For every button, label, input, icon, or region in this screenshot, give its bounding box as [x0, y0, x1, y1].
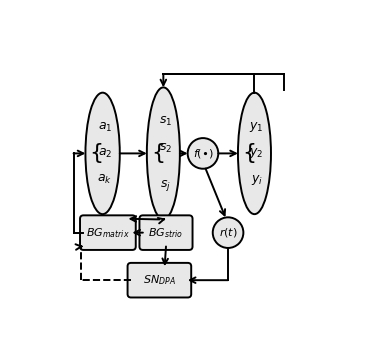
Text: $a_k$: $a_k$	[97, 173, 112, 186]
Text: $\{$: $\{$	[242, 141, 255, 165]
Text: $y_1$: $y_1$	[249, 120, 264, 134]
Text: $s_j$: $s_j$	[160, 178, 171, 193]
Text: $SN_{DPA}$: $SN_{DPA}$	[143, 273, 176, 287]
Circle shape	[213, 217, 243, 248]
Text: $BG_{strio}$: $BG_{strio}$	[149, 226, 184, 239]
Ellipse shape	[147, 87, 180, 220]
Text: $\{$: $\{$	[151, 141, 164, 165]
Text: $\{$: $\{$	[89, 141, 103, 165]
Text: $s_2$: $s_2$	[159, 142, 172, 155]
Text: $a_2$: $a_2$	[98, 147, 112, 160]
Text: $f(\bullet)$: $f(\bullet)$	[193, 147, 213, 160]
Ellipse shape	[85, 93, 120, 214]
Ellipse shape	[238, 93, 271, 214]
Text: $y_2$: $y_2$	[249, 146, 264, 161]
Text: $a_1$: $a_1$	[98, 120, 112, 133]
Text: $r(t)$: $r(t)$	[219, 226, 237, 239]
Circle shape	[187, 138, 218, 169]
Text: $s_1$: $s_1$	[159, 115, 172, 128]
Text: $y_i$: $y_i$	[251, 173, 263, 187]
FancyBboxPatch shape	[80, 215, 136, 250]
Text: $BG_{matrix}$: $BG_{matrix}$	[86, 226, 130, 239]
FancyBboxPatch shape	[139, 215, 192, 250]
FancyBboxPatch shape	[127, 263, 191, 297]
